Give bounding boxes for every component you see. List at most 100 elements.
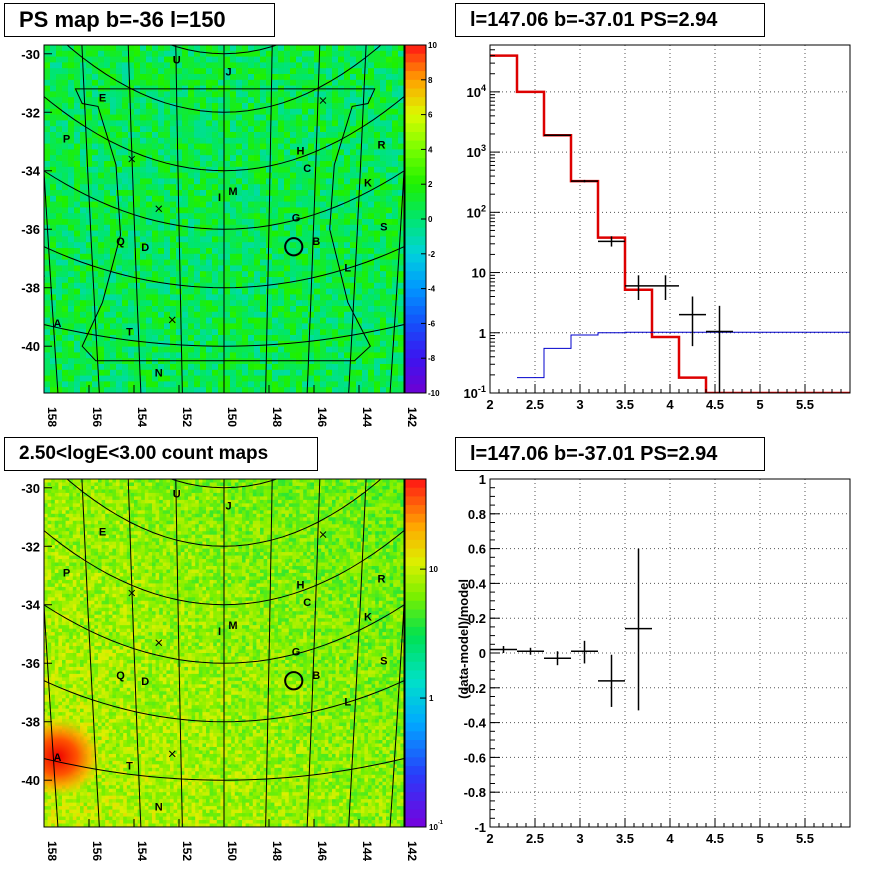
map-cell [146,149,153,156]
map-cell [134,120,141,127]
map-cell [170,294,177,301]
map-cell [188,224,195,231]
map-cell [128,375,135,382]
map-cell [308,132,315,139]
map-cell [260,364,267,371]
map-cell [54,635,59,640]
map-cell [356,62,363,69]
map-cell [146,219,153,226]
map-cell [158,155,165,162]
map-cell [188,103,195,110]
map-cell [44,352,51,359]
map-cell [128,335,135,342]
map-cell [272,294,279,301]
map-cell [152,294,159,301]
map-cell [188,155,195,162]
map-cell [308,178,315,185]
map-cell [74,219,81,226]
map-cell [224,335,231,342]
map-cell [62,375,69,382]
map-cell [170,213,177,220]
map-cell [62,534,66,539]
map-cell [72,809,77,814]
map-cell [116,201,123,208]
map-cell [54,625,59,629]
map-cell [146,103,153,110]
map-cell [278,230,285,237]
map-cell [116,340,123,347]
map-cell [122,114,129,121]
map-cell [134,126,141,133]
map-cell [104,294,111,301]
map-cell [392,155,399,162]
map-cell [362,340,369,347]
map-cell [62,680,66,685]
map-cell [68,242,75,249]
map-cell [69,694,74,699]
map-cell [80,108,87,115]
map-cell [92,190,99,197]
map-cell [152,213,159,220]
map-cell [224,178,231,185]
map-cell [392,132,399,139]
map-cell [72,506,77,511]
map-cell [308,201,315,208]
map-cell [350,62,357,69]
map-cell [308,149,315,156]
map-cell [74,369,81,376]
map-cell [62,694,66,699]
map-cell [188,108,195,115]
map-cell [200,132,207,139]
map-cell [98,311,105,318]
map-cell [182,114,189,121]
map-cell [54,597,59,602]
map-cell [152,271,159,278]
map-cell [122,97,129,104]
map-cell [44,590,48,595]
map-cell [47,635,52,640]
map-cell [260,120,267,127]
map-cell [218,143,225,150]
colorbar-step [405,332,426,342]
map-cell [72,670,77,675]
map-cell [290,50,297,57]
map-cell [218,323,225,330]
map-cell [386,253,393,260]
map-cell [170,155,177,162]
map-cell [308,166,315,173]
map-cell [374,85,381,92]
map-cell [284,265,291,272]
map-cell [170,50,177,57]
map-cell [164,74,171,81]
map-cell [206,253,213,260]
map-cell [296,56,303,63]
map-cell [224,387,231,393]
map-cell [122,195,129,202]
map-cell [194,369,201,376]
map-cell [266,242,273,249]
map-cell [260,317,267,324]
map-cell [152,166,159,173]
map-cell [314,352,321,359]
map-cell [164,108,171,115]
map-cell [170,149,177,156]
map-cell [242,74,249,81]
colorbar-step [405,323,426,333]
map-cell [398,317,404,324]
map-cell [284,201,291,208]
map-cell [47,586,52,591]
map-cell [62,352,69,359]
map-cell [104,369,111,376]
map-cell [260,265,267,272]
map-cell [272,265,279,272]
map-cell [296,195,303,202]
map-cell [104,236,111,243]
map-cell [308,190,315,197]
map-cell [284,166,291,173]
map-cell [350,265,357,272]
map-cell [218,335,225,342]
map-cell [302,300,309,307]
map-cell [116,79,123,86]
map-cell [65,593,70,598]
map-cell [392,56,399,63]
